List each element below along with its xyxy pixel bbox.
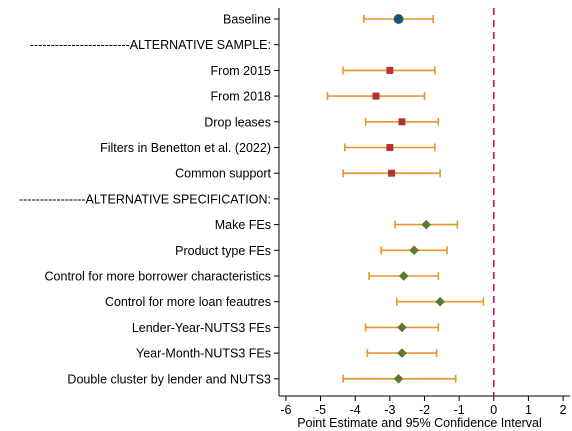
- x-tick-label: 1: [525, 403, 532, 417]
- row-label: From 2018: [211, 90, 271, 104]
- x-tick-label: -5: [315, 403, 326, 417]
- point-estimate-marker: [393, 374, 404, 384]
- row-label: Control for more loan feautres: [105, 295, 271, 309]
- point-estimate-marker: [386, 144, 394, 151]
- row-label: Lender-Year-NUTS3 FEs: [132, 321, 271, 335]
- point-estimate-marker: [397, 322, 407, 333]
- row-label: Baseline: [223, 13, 271, 27]
- x-axis-title: Point Estimate and 95% Confidence Interv…: [297, 416, 542, 430]
- x-tick-label: 0: [490, 403, 497, 417]
- x-tick-label: -3: [384, 403, 395, 417]
- point-estimate-marker: [398, 118, 406, 126]
- row-label: From 2015: [211, 64, 271, 78]
- x-tick-label: 2: [560, 403, 567, 417]
- row-label: ----------------ALTERNATIVE SPECIFICATIO…: [19, 192, 271, 206]
- x-tick-label: -6: [280, 403, 291, 417]
- point-estimates: [372, 14, 445, 384]
- point-estimate-marker: [409, 245, 419, 256]
- row-label: Double cluster by lender and NUTS3: [67, 372, 271, 386]
- row-label: Year-Month-NUTS3 FEs: [136, 347, 271, 361]
- row-label: Product type FEs: [175, 244, 271, 258]
- row-label: ------------------------ALTERNATIVE SAMP…: [30, 38, 271, 52]
- point-estimate-marker: [388, 169, 396, 177]
- row-label: Make FEs: [215, 218, 271, 232]
- x-tick-label: -1: [454, 403, 465, 417]
- row-label: Drop leases: [204, 115, 271, 129]
- point-estimate-marker: [435, 296, 445, 307]
- x-tick-label: -2: [419, 403, 430, 417]
- point-estimate-marker: [393, 14, 404, 24]
- point-estimate-marker: [421, 219, 432, 230]
- point-estimate-marker: [397, 348, 407, 358]
- point-estimate-marker: [372, 92, 380, 100]
- point-estimate-marker: [398, 271, 409, 281]
- point-estimate-marker: [386, 66, 394, 74]
- row-label: Control for more borrower characteristic…: [45, 270, 271, 284]
- x-tick-label: -4: [350, 403, 361, 417]
- row-label: Common support: [175, 167, 271, 181]
- row-label: Filters in Benetton et al. (2022): [100, 141, 271, 155]
- row-labels: Baseline ------------------------ALTERNAT…: [19, 13, 272, 387]
- axes: -6 -5 -4 -3 -2 -1 0 1 2: [274, 8, 570, 417]
